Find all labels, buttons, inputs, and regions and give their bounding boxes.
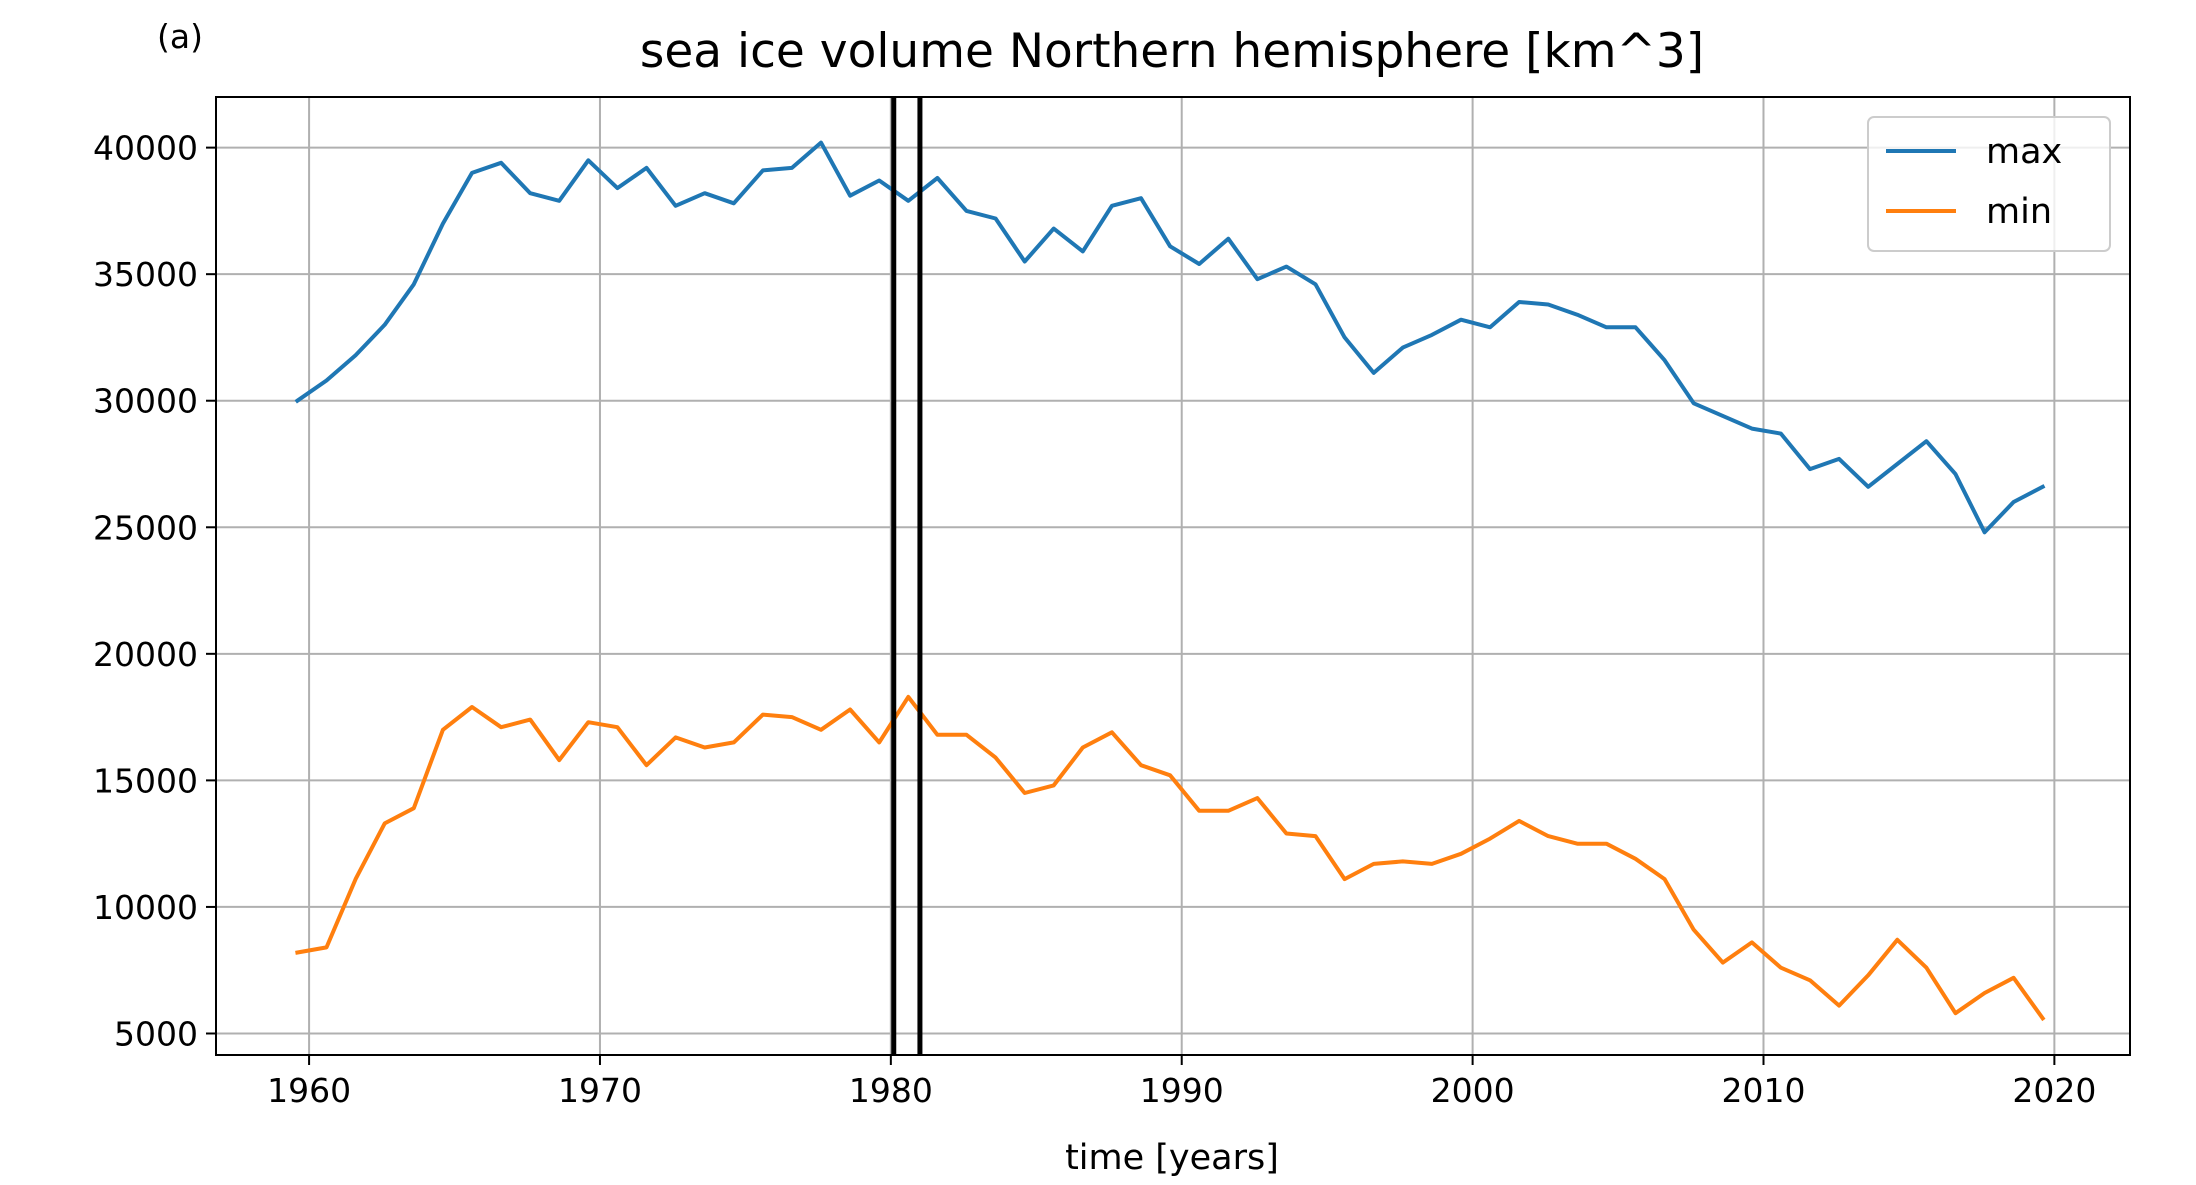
legend-label-max: max <box>1986 132 2062 172</box>
legend: max min <box>1867 116 2111 252</box>
y-tick-label: 5000 <box>114 1014 198 1053</box>
x-tick-label: 2020 <box>2012 1071 2096 1110</box>
plot-area <box>294 140 2046 1022</box>
x-tick-label: 2000 <box>1431 1071 1515 1110</box>
x-tick-label: 2010 <box>1721 1071 1805 1110</box>
x-axis-label: time [years] <box>1065 1138 1279 1178</box>
y-tick-label: 30000 <box>93 382 198 421</box>
y-tick-label: 15000 <box>93 761 198 800</box>
x-tick-label: 1960 <box>267 1071 351 1110</box>
plot-frame <box>215 96 2131 1056</box>
legend-label-min: min <box>1986 192 2052 232</box>
y-tick-label: 35000 <box>93 255 198 294</box>
chart-title: sea ice volume Northern hemisphere [km^3… <box>640 24 1704 79</box>
vertical-markers <box>891 97 923 1055</box>
y-tick-label: 10000 <box>93 888 198 927</box>
y-tick-label: 40000 <box>93 129 198 168</box>
x-tick-label: 1970 <box>558 1071 642 1110</box>
series-line-max <box>294 140 2046 535</box>
x-tick-label: 1980 <box>849 1071 933 1110</box>
grid-lines <box>216 97 2130 1055</box>
y-tick-label: 20000 <box>93 635 198 674</box>
y-tick-label: 25000 <box>93 508 198 547</box>
panel-label: (a) <box>157 17 203 56</box>
series-line-min <box>295 694 2046 1022</box>
x-tick-label: 1990 <box>1140 1071 1224 1110</box>
axis-ticks: 1960 1970 1980 1990 2000 2010 2020 5000 10000 150… <box>93 129 2096 1110</box>
